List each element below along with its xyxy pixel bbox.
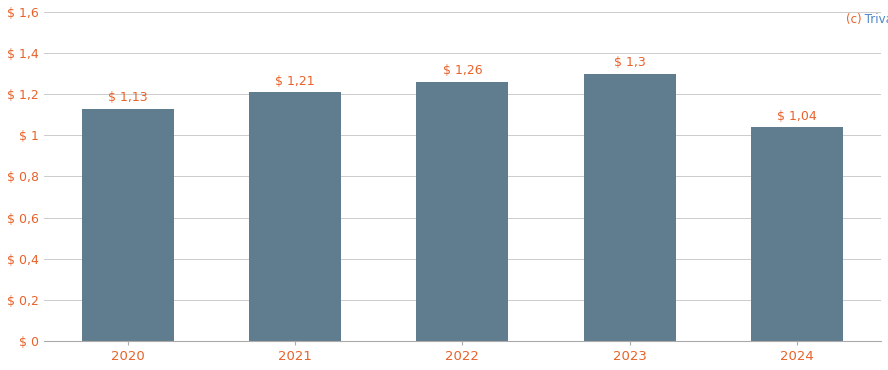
Text: $ 1,3: $ 1,3 (614, 56, 646, 69)
Text: $ 1,26: $ 1,26 (442, 64, 482, 77)
Bar (250, 92, 341, 341)
Bar (583, 74, 676, 341)
Bar (82, 109, 174, 341)
Text: $ 1,13: $ 1,13 (108, 91, 147, 104)
Text: $ 1,21: $ 1,21 (275, 75, 315, 88)
Text: (c): (c) (845, 13, 861, 26)
Text: $ 1,04: $ 1,04 (777, 110, 817, 122)
Bar (751, 127, 843, 341)
Bar (416, 82, 509, 341)
Text: Trivano.com: Trivano.com (861, 13, 888, 26)
